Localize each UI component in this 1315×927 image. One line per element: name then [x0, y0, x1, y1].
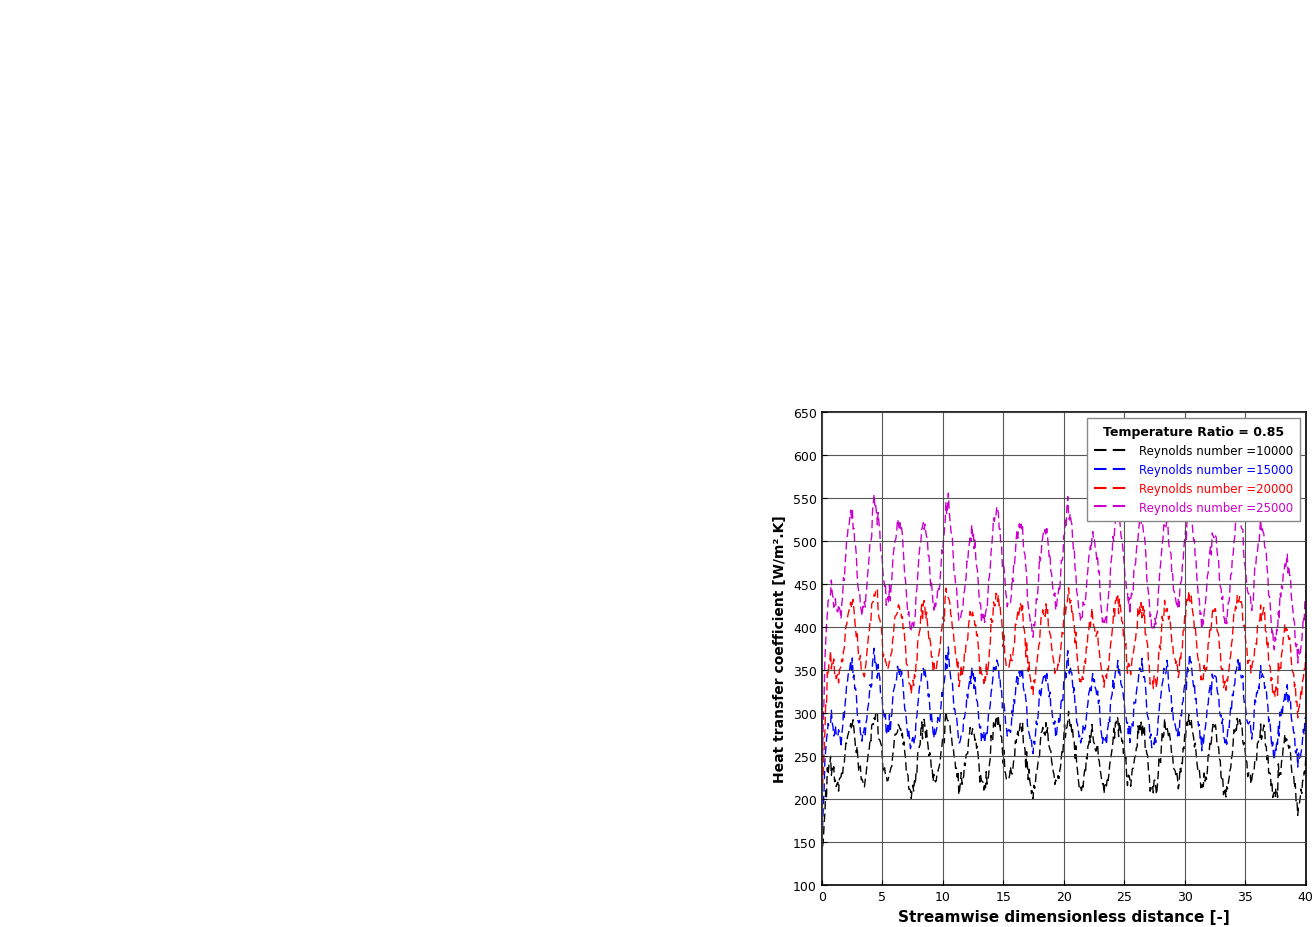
X-axis label: Streamwise dimensionless distance [-]: Streamwise dimensionless distance [-]: [898, 908, 1230, 923]
Y-axis label: Heat transfer coefficient [W/m².K]: Heat transfer coefficient [W/m².K]: [773, 515, 788, 782]
Legend: Reynolds number =10000, Reynolds number =15000, Reynolds number =20000, Reynolds: Reynolds number =10000, Reynolds number …: [1086, 418, 1301, 521]
